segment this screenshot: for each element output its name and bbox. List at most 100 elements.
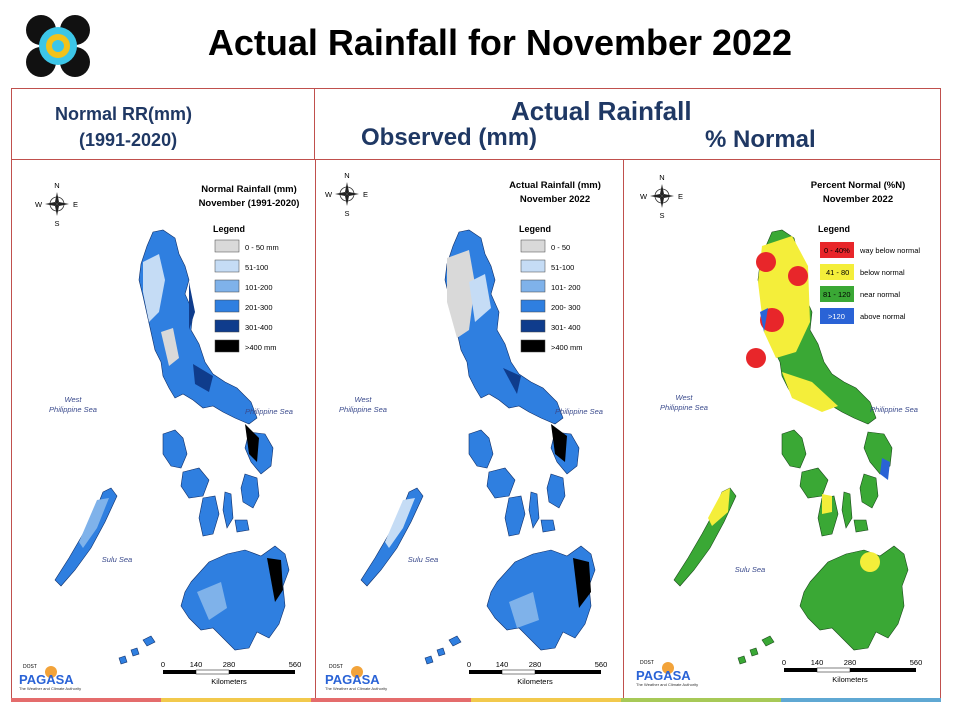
agency-brand: PAGASA [636,668,691,683]
legend-item: way below normal [859,246,920,255]
compass-w-label: W [640,192,648,201]
agency-top-text: DOST [23,664,37,670]
legend: Legend 0 - 40% way below normal 41 - 80 … [818,224,920,324]
agency-sub: The Weather and Climate Authority [636,682,698,687]
actual-rainfall-map-panel: N S E W Actual Rainfall (mm) November 20… [317,162,621,698]
sea-label-west-1: West [676,393,694,402]
weather-logo-icon [662,662,674,674]
scale-0: 0 [161,660,165,669]
compass-n-label: N [344,171,349,180]
footer-stripe [621,698,781,702]
scale-560: 560 [595,660,608,669]
legend-swatch [520,239,546,253]
page-title: Actual Rainfall for November 2022 [207,22,793,63]
panel-divider-2 [623,160,624,700]
agency-footer-logo: DOST PAGASA The Weather and Climate Auth… [636,660,698,687]
agency-footer-logo: DOST PAGASA The Weather and Climate Auth… [19,664,81,691]
legend-swatch [214,339,240,353]
legend-item: 0 - 50 mm [245,243,279,252]
map-title: Actual Rainfall (mm) [509,180,601,191]
legend-range: 81 - 120 [823,290,851,299]
legend-swatch [820,264,854,280]
footer-stripe [161,698,311,702]
compass-rose-icon: N S E W [325,171,368,218]
legend-item: >400 mm [245,343,276,352]
weather-logo-icon [351,666,363,678]
compass-s-label: S [344,209,349,218]
agency-footer-logo: DOST PAGASA The Weather and Climate Auth… [325,664,387,691]
sea-label-philippine: Philippine Sea [245,407,293,416]
scale-0: 0 [467,660,471,669]
sea-label-west-1: West [65,395,83,404]
normal-rr-label: Normal RR(mm) [55,104,193,124]
legend: Legend 0 - 50 mm 51-100 101-200 201-300 … [213,224,279,353]
compass-n-label: N [54,181,59,190]
agency-brand: PAGASA [325,672,380,687]
map-subtitle: November 2022 [520,194,590,205]
compass-s-label: S [54,219,59,228]
footer-stripe [11,698,161,702]
sea-label-west-2: Philippine Sea [660,403,708,412]
compass-e-label: E [678,192,683,201]
compass-rose-icon: N S E W [35,181,78,228]
scale-0: 0 [782,658,786,667]
percent-normal-heading: % Normal [705,126,816,153]
agency-sub: The Weather and Climate Authority [325,686,387,691]
scale-560: 560 [910,658,923,667]
legend-swatch [820,242,854,258]
compass-w-label: W [35,200,43,209]
sea-label-west-2: Philippine Sea [339,405,387,414]
legend-swatch [214,259,240,273]
legend-title: Legend [818,224,850,234]
rainfall-zones [79,254,283,620]
legend-title: Legend [213,224,245,234]
scale-140: 140 [496,660,509,669]
scale-bar: 0 140 280 560 Kilometers [161,660,301,686]
legend-item: 301-400 [245,323,273,332]
legend: Legend 0 - 50 51-100 101- 200 200- 300 3… [519,224,582,353]
map-title: Normal Rainfall (mm) [201,184,297,195]
legend-item: below normal [860,268,905,277]
scale-140: 140 [811,658,824,667]
agency-sub: The Weather and Climate Authority [19,686,81,691]
sea-label-philippine: Philippine Sea [555,407,603,416]
compass-rose-icon: N S E W [640,173,683,220]
sea-label-west-2: Philippine Sea [49,405,97,414]
sea-label-west-1: West [355,395,373,404]
compass-w-label: W [325,190,333,199]
footer-stripe [311,698,471,702]
legend-item: 0 - 50 [551,243,570,252]
scale-140: 140 [190,660,203,669]
legend-swatch [520,339,546,353]
sea-label-philippine: Philippine Sea [870,405,918,414]
legend-swatch [214,299,240,313]
legend-item: above normal [860,312,906,321]
footer-stripe [471,698,621,702]
legend-swatch [520,299,546,313]
sea-label-sulu: Sulu Sea [735,565,765,574]
scale-280: 280 [529,660,542,669]
legend-item: 201-300 [245,303,273,312]
legend-item: 200- 300 [551,303,581,312]
scale-unit: Kilometers [211,677,247,686]
legend-swatch [820,308,854,324]
map-title: Percent Normal (%N) [811,180,906,191]
legend-swatch [520,259,546,273]
scale-unit: Kilometers [832,675,868,684]
agency-top-text: DOST [329,664,343,670]
legend-range: 41 - 80 [826,268,849,277]
scale-unit: Kilometers [517,677,553,686]
compass-s-label: S [659,211,664,220]
normal-period-label: (1991-2020) [79,130,178,150]
scale-560: 560 [289,660,302,669]
scale-280: 280 [223,660,236,669]
scale-280: 280 [844,658,857,667]
rainfall-zones [385,250,591,628]
legend-swatch [214,319,240,333]
actual-rainfall-heading: Actual Rainfall [511,96,692,126]
legend-range: >120 [828,312,845,321]
legend-item: 51-100 [551,263,574,272]
legend-swatch [520,279,546,293]
observed-heading: Observed (mm) [361,124,538,151]
legend-swatch [214,279,240,293]
